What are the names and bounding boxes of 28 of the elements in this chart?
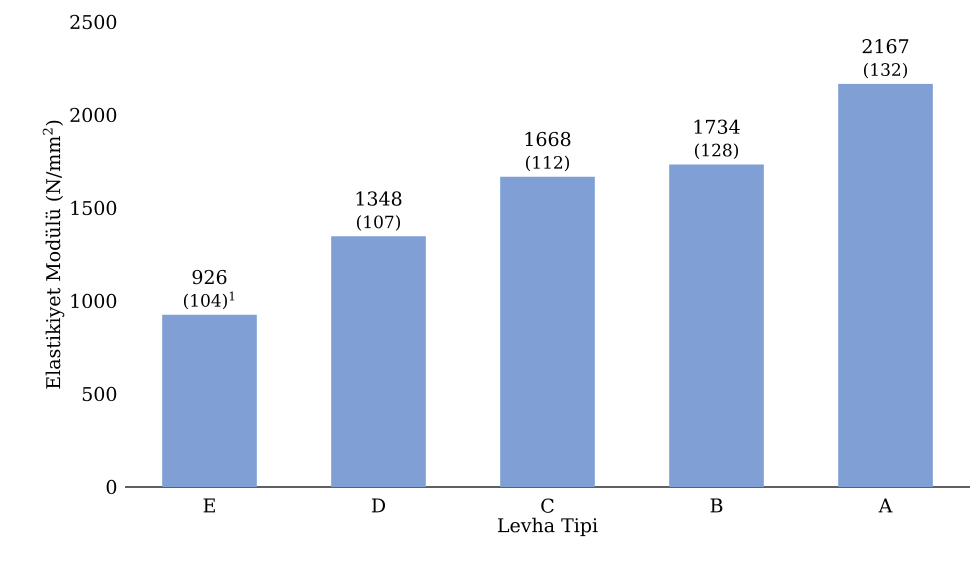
y-tick-label: 1500 xyxy=(71,200,116,216)
y-tick-label: 2000 xyxy=(70,108,116,122)
data-label: 926 xyxy=(192,270,226,284)
x-tick-label: C xyxy=(541,498,554,513)
bar xyxy=(500,176,595,487)
annotation: (132) xyxy=(864,62,907,78)
bar xyxy=(669,164,764,487)
data-label: 1348 xyxy=(356,191,402,206)
y-tick-label: 0 xyxy=(106,480,116,494)
annotation: (107) xyxy=(356,215,400,231)
annotation: (104)$^{1}$ xyxy=(184,292,234,310)
x-axis-title: Levha Tipi xyxy=(498,518,598,536)
annotation: (112) xyxy=(526,156,569,172)
x-tick-label: A xyxy=(878,498,893,512)
x-tick-label: E xyxy=(204,498,215,512)
annotation: (128) xyxy=(694,143,738,159)
y-tick-label: 2500 xyxy=(70,14,116,30)
y-tick-label: 500 xyxy=(82,386,116,402)
y-axis-title: Elastikiyet Modülü (N/mm$^{2}$) xyxy=(42,120,64,389)
bar xyxy=(838,84,933,487)
x-tick-label: B xyxy=(710,498,722,512)
y-tick-label: 1000 xyxy=(71,294,116,308)
bar xyxy=(162,314,257,487)
x-tick-label: D xyxy=(372,498,386,512)
bar xyxy=(331,236,426,487)
data-label: 1668 xyxy=(526,132,570,146)
data-label: 2167 xyxy=(862,39,908,54)
data-label: 1734 xyxy=(694,120,740,134)
